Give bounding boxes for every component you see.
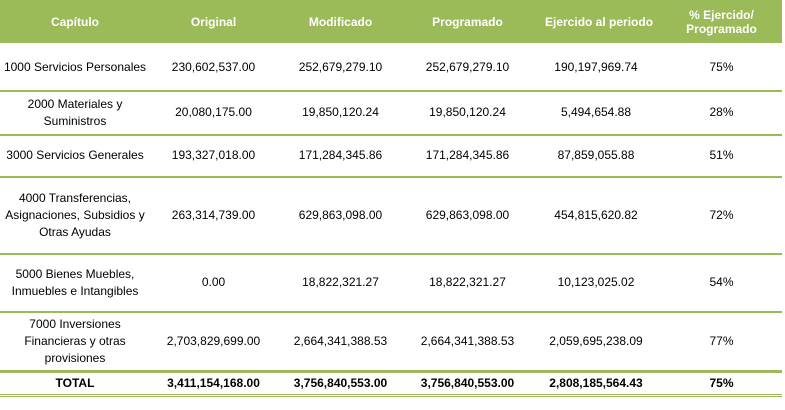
cell-porcentaje: 75% <box>661 44 782 92</box>
cell-ejercido: 87,859,055.88 <box>531 134 661 178</box>
header-capitulo: Capítulo <box>0 0 150 46</box>
table-row: 5000 Bienes Muebles, Inmuebles e Intangi… <box>0 253 782 313</box>
total-row: TOTAL 3,411,154,168.00 3,756,840,553.00 … <box>0 370 782 397</box>
cell-programado: 18,822,321.27 <box>404 253 531 313</box>
table-row: 2000 Materiales y Suministros 20,080,175… <box>0 90 782 136</box>
cell-programado: 2,664,341,388.53 <box>404 311 531 373</box>
total-porcentaje: 75% <box>661 370 782 397</box>
cell-porcentaje: 28% <box>661 90 782 136</box>
header-ejercido: Ejercido al periodo <box>531 0 661 46</box>
cell-capitulo: 3000 Servicios Generales <box>0 134 150 178</box>
cell-modificado: 629,863,098.00 <box>277 176 404 255</box>
cell-ejercido: 10,123,025.02 <box>531 253 661 313</box>
cell-programado: 171,284,345.86 <box>404 134 531 178</box>
cell-original: 2,703,829,699.00 <box>150 311 277 373</box>
cell-programado: 19,850,120.24 <box>404 90 531 136</box>
total-original: 3,411,154,168.00 <box>150 370 277 397</box>
cell-capitulo: 5000 Bienes Muebles, Inmuebles e Intangi… <box>0 253 150 313</box>
cell-programado: 252,679,279.10 <box>404 44 531 92</box>
cell-modificado: 252,679,279.10 <box>277 44 404 92</box>
header-porcentaje: % Ejercido/ Programado <box>661 0 782 46</box>
total-modificado: 3,756,840,553.00 <box>277 370 404 397</box>
cell-programado: 629,863,098.00 <box>404 176 531 255</box>
table-row: 7000 Inversiones Financieras y otras pro… <box>0 311 782 373</box>
cell-capitulo: 4000 Transferencias, Asignaciones, Subsi… <box>0 176 150 255</box>
cell-original: 230,602,537.00 <box>150 44 277 92</box>
cell-ejercido: 454,815,620.82 <box>531 176 661 255</box>
cell-modificado: 171,284,345.86 <box>277 134 404 178</box>
cell-ejercido: 2,059,695,238.09 <box>531 311 661 373</box>
header-row: Capítulo Original Modificado Programado … <box>0 0 782 46</box>
cell-modificado: 18,822,321.27 <box>277 253 404 313</box>
table-row: 4000 Transferencias, Asignaciones, Subsi… <box>0 176 782 255</box>
cell-modificado: 2,664,341,388.53 <box>277 311 404 373</box>
cell-porcentaje: 77% <box>661 311 782 373</box>
cell-original: 193,327,018.00 <box>150 134 277 178</box>
budget-table: Capítulo Original Modificado Programado … <box>0 0 782 397</box>
header-original: Original <box>150 0 277 46</box>
total-label: TOTAL <box>0 370 150 397</box>
table-header: Capítulo Original Modificado Programado … <box>0 0 782 46</box>
cell-ejercido: 5,494,654.88 <box>531 90 661 136</box>
cell-porcentaje: 54% <box>661 253 782 313</box>
cell-original: 0.00 <box>150 253 277 313</box>
cell-porcentaje: 51% <box>661 134 782 178</box>
cell-modificado: 19,850,120.24 <box>277 90 404 136</box>
cell-capitulo: 2000 Materiales y Suministros <box>0 90 150 136</box>
cell-capitulo: 1000 Servicios Personales <box>0 44 150 92</box>
cell-capitulo: 7000 Inversiones Financieras y otras pro… <box>0 311 150 373</box>
cell-original: 20,080,175.00 <box>150 90 277 136</box>
table-row: 1000 Servicios Personales 230,602,537.00… <box>0 44 782 92</box>
cell-original: 263,314,739.00 <box>150 176 277 255</box>
total-ejercido: 2,808,185,564.43 <box>531 370 661 397</box>
cell-porcentaje: 72% <box>661 176 782 255</box>
total-programado: 3,756,840,553.00 <box>404 370 531 397</box>
table-body: 1000 Servicios Personales 230,602,537.00… <box>0 44 782 397</box>
cell-ejercido: 190,197,969.74 <box>531 44 661 92</box>
header-modificado: Modificado <box>277 0 404 46</box>
header-programado: Programado <box>404 0 531 46</box>
table-row: 3000 Servicios Generales 193,327,018.00 … <box>0 134 782 178</box>
